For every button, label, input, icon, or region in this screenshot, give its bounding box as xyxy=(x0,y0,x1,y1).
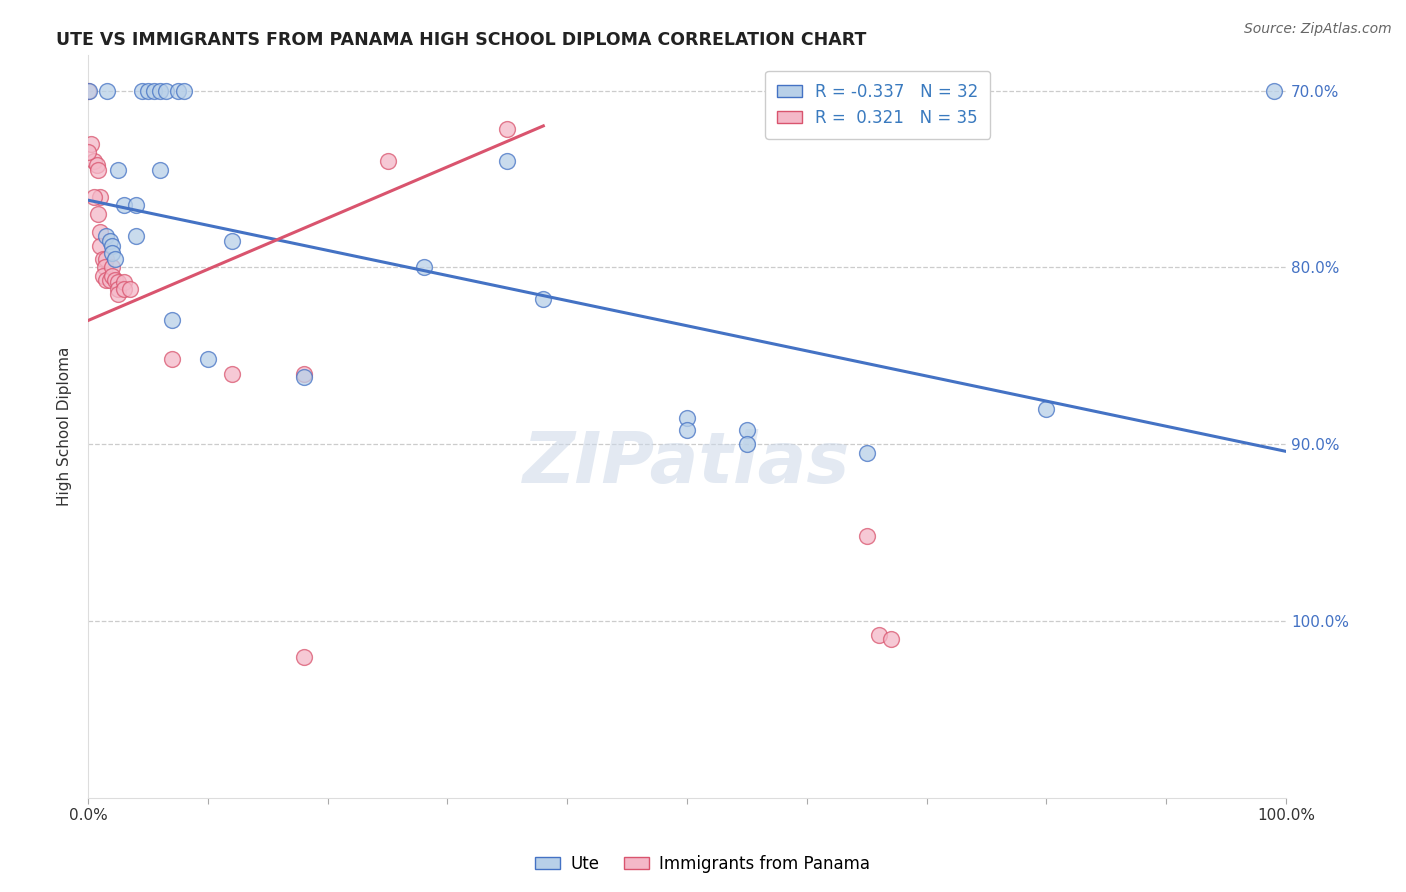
Point xyxy=(221,367,243,381)
Text: ZIPatlas: ZIPatlas xyxy=(523,429,851,499)
Point xyxy=(377,154,399,169)
Point xyxy=(89,239,111,253)
Point xyxy=(107,287,129,301)
Point xyxy=(125,228,148,243)
Point xyxy=(91,252,114,266)
Point xyxy=(83,189,105,203)
Point xyxy=(89,189,111,203)
Point xyxy=(101,246,124,260)
Point xyxy=(412,260,434,275)
Point xyxy=(855,529,877,543)
Text: Source: ZipAtlas.com: Source: ZipAtlas.com xyxy=(1244,22,1392,37)
Point xyxy=(98,234,121,248)
Point xyxy=(94,260,117,275)
Point xyxy=(149,83,172,97)
Point xyxy=(855,446,877,460)
Point xyxy=(87,163,110,178)
Point xyxy=(101,269,124,284)
Point xyxy=(112,198,135,212)
Point xyxy=(96,83,118,97)
Point xyxy=(94,228,117,243)
Point xyxy=(101,239,124,253)
Point xyxy=(94,252,117,266)
Y-axis label: High School Diploma: High School Diploma xyxy=(58,347,72,507)
Legend: Ute, Immigrants from Panama: Ute, Immigrants from Panama xyxy=(529,848,877,880)
Text: UTE VS IMMIGRANTS FROM PANAMA HIGH SCHOOL DIPLOMA CORRELATION CHART: UTE VS IMMIGRANTS FROM PANAMA HIGH SCHOO… xyxy=(56,31,866,49)
Point xyxy=(496,154,519,169)
Point xyxy=(155,83,177,97)
Point xyxy=(98,273,121,287)
Point xyxy=(496,122,519,136)
Point xyxy=(173,83,195,97)
Point xyxy=(77,83,100,97)
Point xyxy=(676,423,699,437)
Point xyxy=(167,83,190,97)
Point xyxy=(107,275,129,289)
Point xyxy=(735,423,758,437)
Point xyxy=(143,83,166,97)
Point xyxy=(77,145,100,160)
Point xyxy=(131,83,153,97)
Point xyxy=(879,632,901,646)
Point xyxy=(94,273,117,287)
Point xyxy=(149,163,172,178)
Point xyxy=(1178,809,1201,823)
Point xyxy=(87,207,110,221)
Point xyxy=(83,154,105,169)
Point xyxy=(160,352,183,367)
Point xyxy=(221,234,243,248)
Point xyxy=(292,649,315,664)
Point xyxy=(197,352,219,367)
Point xyxy=(160,313,183,327)
Point xyxy=(136,83,159,97)
Point xyxy=(125,198,148,212)
Point xyxy=(292,367,315,381)
Point xyxy=(86,158,108,172)
Point xyxy=(107,282,129,296)
Point xyxy=(103,273,125,287)
Legend: R = -0.337   N = 32, R =  0.321   N = 35: R = -0.337 N = 32, R = 0.321 N = 35 xyxy=(765,70,990,138)
Point xyxy=(676,410,699,425)
Point xyxy=(292,370,315,384)
Point xyxy=(112,275,135,289)
Point xyxy=(120,282,142,296)
Point xyxy=(79,136,101,151)
Point xyxy=(531,292,554,306)
Point xyxy=(79,83,101,97)
Point xyxy=(107,163,129,178)
Point xyxy=(101,260,124,275)
Point xyxy=(735,437,758,451)
Point xyxy=(868,628,890,642)
Point xyxy=(91,269,114,284)
Point xyxy=(1263,83,1285,97)
Point xyxy=(103,252,125,266)
Point xyxy=(1035,401,1057,416)
Point xyxy=(112,282,135,296)
Point xyxy=(89,225,111,239)
